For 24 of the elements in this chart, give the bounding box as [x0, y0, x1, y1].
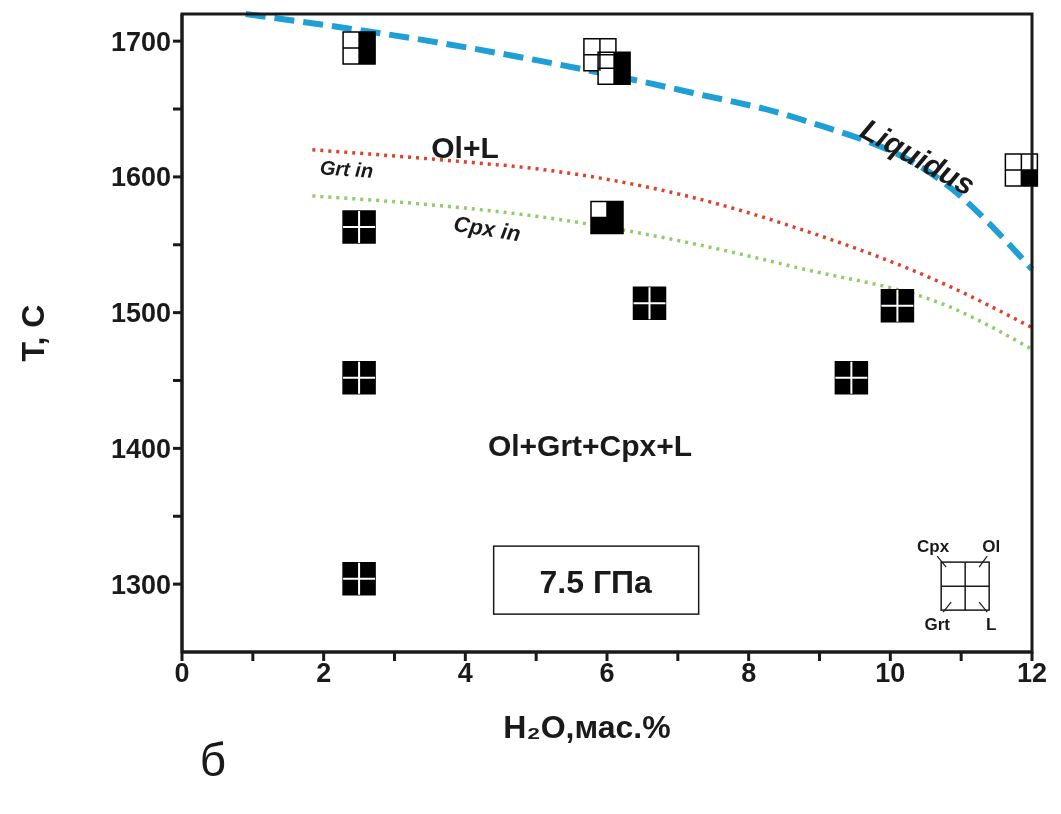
x-tick-label: 6 — [599, 658, 615, 689]
x-tick-label: 8 — [741, 658, 757, 689]
annotation: 7.5 ГПа — [539, 564, 653, 601]
annotation: Grt — [924, 615, 951, 635]
x-tick-label: 4 — [457, 658, 473, 689]
y-tick-label: 1300 — [110, 569, 171, 600]
annotation: Ol+Grt+Cpx+L — [487, 429, 693, 462]
x-tick-label: 0 — [174, 658, 190, 689]
series-label: Grt in — [319, 156, 374, 182]
annotation: Ol — [982, 537, 1001, 557]
text: б — [199, 734, 227, 786]
annotation: L — [985, 615, 997, 635]
x-tick-label: 10 — [875, 658, 906, 689]
x-tick-label: 12 — [1016, 658, 1048, 689]
y-tick-label: 1500 — [110, 298, 171, 329]
text: Cpx in — [452, 210, 523, 247]
y-tick-label: 1600 — [110, 162, 171, 193]
annotation: Cpx — [917, 537, 950, 557]
x-axis-title: H₂O,мас.% — [503, 709, 671, 745]
x-tick-label: 2 — [316, 658, 332, 689]
annotation: Ol+L — [431, 131, 499, 164]
y-tick-label: 1400 — [110, 433, 171, 464]
y-axis-title: T, C — [15, 304, 52, 362]
y-tick-label: 1700 — [110, 26, 171, 57]
